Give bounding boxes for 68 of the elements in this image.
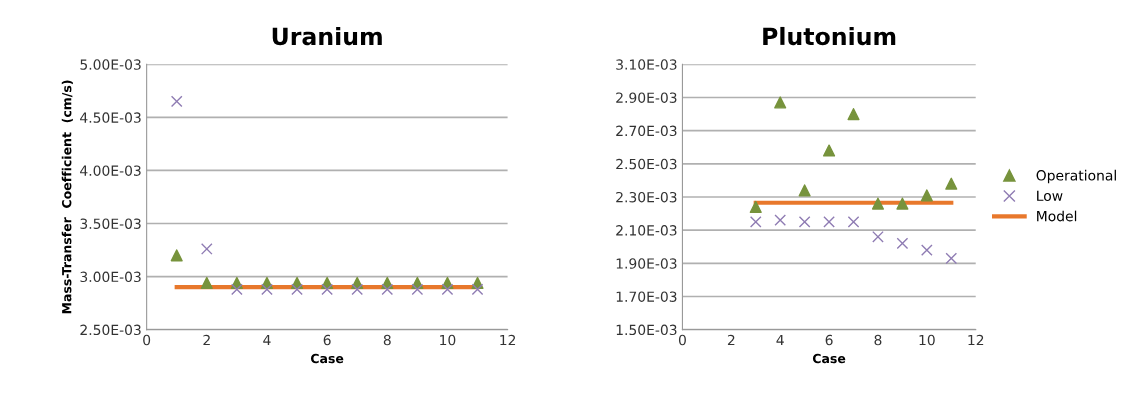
point [847,216,860,228]
x-tick-label: 2 [727,334,735,346]
y-tick-label: 1.50E-03 [616,324,677,336]
point [170,95,183,108]
point [798,216,811,228]
legend-label: Model [1037,210,1077,222]
point [411,283,424,296]
point [774,214,787,227]
point [441,283,454,296]
y-tick-label: 4.00E-03 [80,165,141,176]
legend-label: Low [1037,190,1063,202]
point [847,107,860,121]
y-tick-label: 3.00E-03 [80,271,141,283]
y-tick-label: 1.70E-03 [616,291,677,302]
point [896,197,909,210]
x-tick-label: 12 [968,334,984,346]
y-tick-label: 2.50E-03 [80,324,141,336]
chart-title: Plutonium [763,26,896,46]
y-tick-label: 5.00E-03 [80,59,141,70]
x-axis-title: Case [812,353,846,364]
point [351,283,364,296]
point [945,252,958,265]
x-tick-label: 10 [919,334,935,346]
x-tick-label: 12 [500,334,516,346]
y-tick-label: 3.10E-03 [616,59,677,70]
point [200,243,213,255]
y-tick-label: 2.90E-03 [616,92,677,103]
x-tick-label: 0 [678,334,686,346]
point [749,200,762,214]
y-tick-label: 4.50E-03 [80,112,141,123]
x-tick-label: 8 [383,334,391,346]
point [261,283,273,296]
x-tick-label: 4 [776,334,784,346]
x-tick-label: 6 [323,334,331,346]
point [823,144,836,157]
point [471,283,484,296]
y-tick-label: 2.50E-03 [616,158,677,170]
point [945,177,958,190]
point [823,216,835,228]
point [798,184,811,197]
point [231,283,243,296]
point [896,237,909,250]
point [872,230,884,243]
x-axis-title: Case [310,353,344,364]
point [920,244,933,256]
x-tick-label: 2 [203,334,210,346]
x-tick-label: 0 [143,334,151,346]
y-tick-label: 2.10E-03 [616,225,677,236]
y-tick-label: 3.50E-03 [80,218,141,229]
y-tick-label: 2.30E-03 [616,191,677,203]
point [170,249,183,262]
point [321,283,333,296]
point [381,283,394,296]
point [200,276,213,290]
point [291,283,303,296]
x-tick-label: 6 [825,334,833,346]
point [749,216,762,228]
x-tick-label: 8 [874,334,882,346]
point [871,197,885,210]
y-axis-title: Mass-Transfer Coefficient (cm/s) [61,80,73,314]
point [774,96,787,109]
y-tick-label: 2.70E-03 [616,125,677,137]
legend-label: Operational [1036,169,1116,184]
x-tick-label: 4 [263,334,271,346]
x-tick-label: 10 [440,334,456,346]
chart-title: Uranium [272,26,382,46]
y-tick-label: 1.90E-03 [616,258,677,269]
point [920,189,933,202]
